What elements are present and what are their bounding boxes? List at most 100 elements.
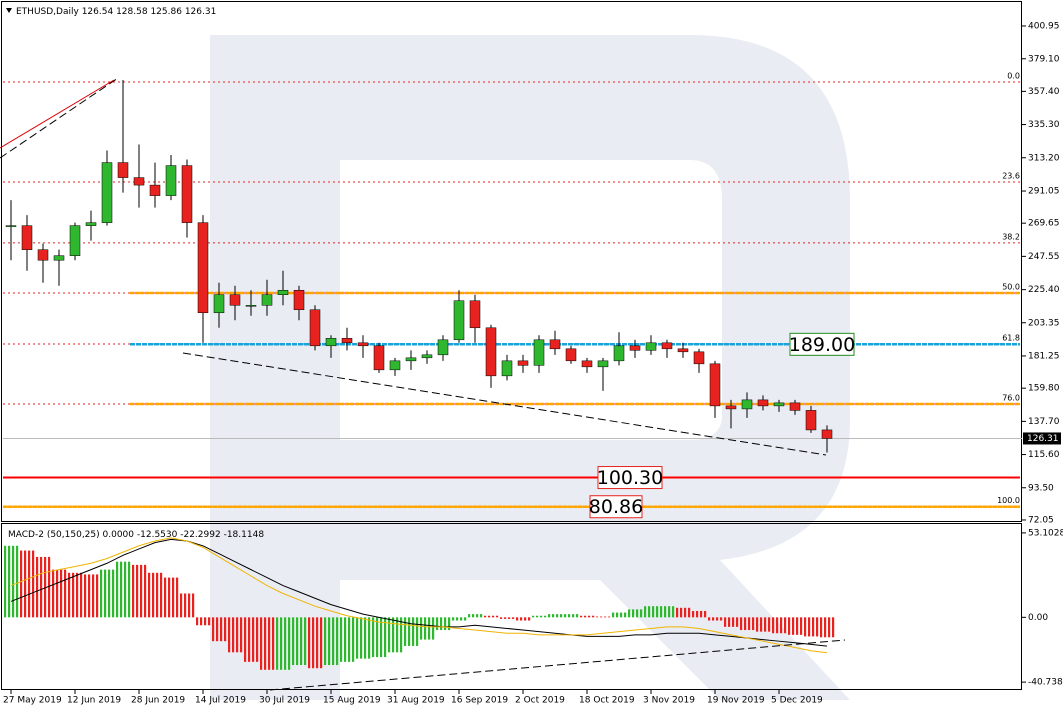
macd-panel-frame: [1, 523, 1022, 690]
histogram-bar: [540, 615, 543, 618]
level-label-box: [597, 466, 663, 490]
candle-body: [101, 162, 113, 223]
x-tick-label: 19 Nov 2019: [707, 696, 765, 706]
y-tick-label: 269.65: [1028, 219, 1060, 229]
histogram-bar: [116, 561, 119, 618]
histogram-bar: [256, 617, 259, 662]
histogram-bar: [668, 606, 671, 618]
histogram-bar: [760, 617, 763, 632]
histogram-bar: [88, 574, 91, 618]
histogram-bar: [300, 617, 303, 666]
x-tick-label: 15 Aug 2019: [323, 696, 381, 706]
histogram-bar: [320, 617, 323, 669]
histogram-bar: [328, 617, 331, 666]
histogram-bar: [464, 617, 467, 621]
histogram-bar: [124, 561, 127, 618]
histogram-bar: [176, 577, 179, 618]
histogram-bar: [752, 617, 755, 631]
x-tick-label: 28 Jun 2019: [131, 696, 185, 706]
histogram-bar: [468, 614, 471, 618]
histogram-bar: [772, 617, 775, 634]
histogram-bar: [604, 616, 607, 618]
histogram-bar: [284, 617, 287, 670]
trend-line: [0, 79, 115, 149]
histogram-bar: [260, 617, 263, 670]
close: 126.31: [185, 7, 217, 17]
y-tick-label: 225.40: [1028, 285, 1060, 295]
histogram-bar: [360, 617, 363, 659]
x-tick-label: 12 Jun 2019: [67, 696, 121, 706]
histogram-bar: [724, 617, 727, 627]
histogram-bar: [424, 617, 427, 640]
histogram-bar: [504, 617, 507, 619]
y-tick-label: 291.05: [1028, 187, 1060, 197]
histogram-bar: [8, 545, 11, 618]
y-tick-label: 247.55: [1028, 252, 1060, 262]
histogram-bar: [64, 569, 67, 618]
histogram-bar: [288, 617, 291, 670]
histogram-bar: [340, 617, 343, 662]
histogram-bar: [84, 574, 87, 618]
candle-body: [85, 222, 97, 226]
y-tick-label: 137.70: [1028, 417, 1060, 427]
histogram-bar: [744, 617, 747, 631]
candle-body: [693, 351, 705, 365]
histogram-bar: [480, 614, 483, 618]
trend-line: [182, 352, 827, 456]
histogram-bar: [824, 617, 827, 638]
y-tick-label: -40.7385: [1028, 678, 1063, 688]
histogram-bar: [452, 617, 455, 621]
histogram-bar: [444, 617, 447, 631]
histogram-bar: [28, 550, 31, 618]
histogram-bar: [784, 617, 787, 634]
macd-header: MACD-2 (50,150,25) 0.0000 -12.5530 -22.2…: [8, 530, 264, 540]
candle-body: [805, 410, 817, 431]
histogram-bar: [112, 569, 115, 618]
candle-body: [405, 357, 417, 362]
histogram-bar: [448, 617, 451, 631]
histogram-bar: [224, 617, 227, 642]
histogram-bar: [672, 606, 675, 618]
candle-body: [661, 342, 673, 350]
y-tick-label: 0.00: [1028, 613, 1048, 623]
histogram-bar: [368, 617, 371, 659]
histogram-bar: [24, 550, 27, 618]
histogram-bar: [372, 617, 375, 658]
histogram-bar: [632, 609, 635, 618]
candle-body: [149, 184, 161, 196]
x-tick-label: 18 Oct 2019: [579, 696, 635, 706]
y-tick-label: 203.35: [1028, 318, 1060, 328]
candle-body: [789, 402, 801, 411]
histogram-bar: [728, 617, 731, 627]
x-tick-label: 16 Sep 2019: [451, 696, 508, 706]
histogram-bar: [212, 617, 215, 642]
level-label-box: [589, 495, 643, 519]
candle-body: [533, 339, 545, 366]
histogram-bar: [692, 610, 695, 618]
histogram-bar: [280, 617, 283, 670]
macd-line: [10, 538, 828, 647]
macd-value: 0.0000: [103, 530, 135, 540]
candle-body: [613, 345, 625, 362]
histogram-bar: [572, 614, 575, 618]
histogram-bar: [36, 556, 39, 618]
y-tick-label: 159.80: [1028, 384, 1060, 394]
histogram-bar: [680, 607, 683, 618]
histogram-bar: [712, 617, 715, 621]
histogram-bar: [732, 617, 735, 627]
histogram-bar: [476, 614, 479, 618]
histogram-bar: [40, 556, 43, 618]
candle-body: [709, 363, 721, 407]
histogram-bar: [104, 569, 107, 618]
histogram-bar: [620, 612, 623, 618]
histogram-bar: [244, 617, 247, 662]
histogram-bar: [140, 564, 143, 618]
y-tick-label: 357.40: [1028, 87, 1060, 97]
macd-value: -18.1148: [224, 530, 265, 540]
macd-title: MACD-2 (50,150,25): [8, 530, 100, 540]
histogram-bar: [416, 617, 419, 646]
y-tick-label: 335.30: [1028, 120, 1060, 130]
histogram-bar: [292, 617, 295, 666]
histogram-bar: [216, 617, 219, 642]
